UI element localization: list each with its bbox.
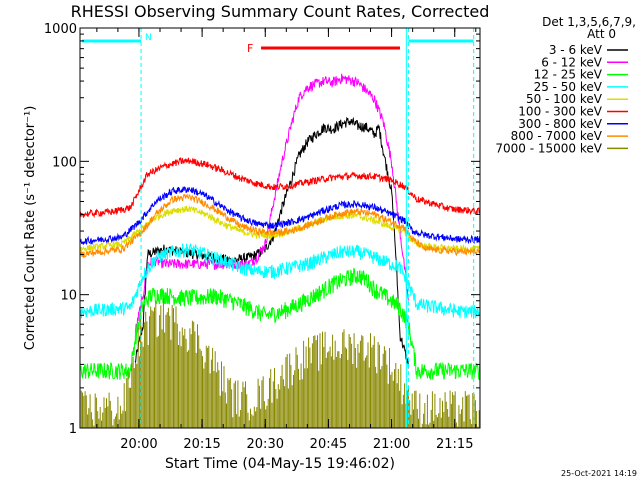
legend-label: 800 - 7000 keV (511, 129, 603, 143)
x-tick-label: 20:45 (310, 437, 347, 452)
y-tick-label: 10 (60, 289, 77, 304)
x-tick-label: 20:15 (183, 437, 220, 452)
legend-label: 6 - 12 keV (541, 55, 603, 69)
x-axis-label: Start Time (04-May-15 19:46:02) (165, 456, 395, 472)
flag-label-f: F (247, 42, 253, 55)
series-line-800-7000-kev-kev (80, 193, 480, 258)
series-line-25-50-kev-kev (80, 243, 480, 319)
x-tick-label: 21:15 (436, 437, 473, 452)
legend-label: 25 - 50 keV (534, 80, 603, 94)
legend-label: 100 - 300 keV (518, 105, 602, 119)
y-axis-label: Corrected Count Rate (s⁻¹ detector⁻¹) (23, 106, 38, 351)
series-line-300-800-kev-kev (80, 186, 480, 245)
legend-label: 300 - 800 keV (518, 117, 602, 131)
plot-frame (79, 27, 481, 429)
plot-timestamp: 25-Oct-2021 14:19 (561, 469, 637, 478)
legend-label: 12 - 25 keV (534, 68, 603, 82)
legend-label: 3 - 6 keV (549, 43, 603, 57)
y-tick-label: 1000 (44, 22, 77, 37)
series-line-12-25-kev-kev (80, 267, 480, 381)
y-tick-label: 1 (69, 422, 77, 437)
legend-header-line-1: Det 1,3,5,6,7,9, (542, 15, 636, 29)
legend-label: 50 - 100 keV (526, 92, 603, 106)
series-line-7000-15000-kev-kev (80, 298, 480, 428)
legend-label: 7000 - 15000 keV (495, 141, 602, 155)
series-line-6-12-kev-kev (134, 73, 409, 333)
flag-label-n: N (145, 33, 152, 43)
legend-header-line-2: Att 0 (587, 27, 616, 41)
series-line-100-300-kev-kev (80, 156, 480, 219)
series-layer (80, 73, 480, 428)
x-tick-label: 21:00 (373, 437, 410, 452)
y-tick-label: 100 (52, 155, 77, 170)
x-tick-label: 20:00 (120, 437, 157, 452)
chart-title: RHESSI Observing Summary Count Rates, Co… (71, 2, 490, 21)
x-tick-label: 20:30 (247, 437, 284, 452)
